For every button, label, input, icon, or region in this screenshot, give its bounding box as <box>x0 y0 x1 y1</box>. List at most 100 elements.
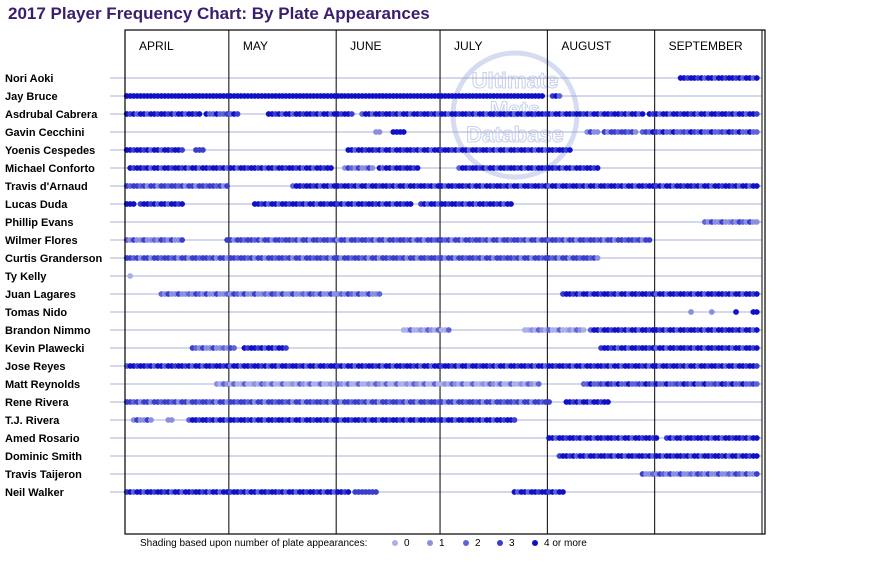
appearance-dot <box>546 399 552 405</box>
appearance-dot <box>753 291 760 297</box>
appearance-dot <box>376 129 383 135</box>
month-label: JULY <box>454 39 482 53</box>
appearance-dot <box>231 345 237 351</box>
player-name: Travis d'Arnaud <box>5 181 88 193</box>
appearance-dot <box>708 309 715 315</box>
appearance-dot <box>632 129 639 135</box>
month-label: JUNE <box>350 39 381 53</box>
appearance-dot <box>369 165 376 171</box>
appearance-dot <box>199 147 206 153</box>
legend-swatch <box>392 540 398 546</box>
player-name: Juan Lagares <box>5 289 76 301</box>
appearance-dot <box>148 417 154 423</box>
appearance-dot <box>753 129 760 135</box>
player-name: Asdrubal Cabrera <box>5 109 98 121</box>
month-label: APRIL <box>139 39 174 53</box>
watermark-text: Ultimate <box>472 68 559 93</box>
player-name: Lucas Duda <box>5 199 68 211</box>
player-name: Yoenis Cespedes <box>5 145 95 157</box>
appearance-dot <box>639 111 646 117</box>
appearance-dot <box>688 309 694 315</box>
month-label: SEPTEMBER <box>669 39 743 53</box>
player-name: Phillip Evans <box>5 217 73 229</box>
legend-label: 1 <box>439 538 445 549</box>
chart-title: 2017 Player Frequency Chart: By Plate Ap… <box>8 4 430 23</box>
appearance-dot <box>580 327 587 333</box>
player-name: Michael Conforto <box>5 163 95 175</box>
appearance-dot <box>753 111 760 117</box>
month-label: MAY <box>243 39 268 53</box>
player-name: Dominic Smith <box>5 451 82 463</box>
player-name: Rene Rivera <box>5 397 69 409</box>
appearance-dot <box>373 489 379 495</box>
appearance-dot <box>605 399 611 405</box>
appearance-dot <box>283 345 289 351</box>
appearance-dot <box>196 111 203 117</box>
appearance-dot <box>224 183 231 189</box>
appearance-dot <box>753 327 760 333</box>
appearance-dot <box>566 147 573 153</box>
player-name: Jose Reyes <box>5 361 66 373</box>
appearance-dot <box>508 201 514 207</box>
appearance-dot <box>511 417 518 423</box>
appearance-dot <box>753 309 760 315</box>
appearance-dot <box>653 435 660 441</box>
player-name: Amed Rosario <box>5 433 80 445</box>
player-name: Gavin Cecchini <box>5 127 84 139</box>
player-name: T.J. Rivera <box>5 415 60 427</box>
watermark-text: Database <box>466 122 564 147</box>
legend-label: 4 or more <box>544 538 587 549</box>
player-name: Matt Reynolds <box>5 379 80 391</box>
legend-caption: Shading based upon number of plate appea… <box>140 538 367 549</box>
player-name: Kevin Plawecki <box>5 343 85 355</box>
appearance-dot <box>179 237 186 243</box>
appearance-dot <box>328 165 334 171</box>
appearance-dot <box>753 219 760 225</box>
appearance-dot <box>445 327 452 333</box>
legend-swatch <box>497 540 503 546</box>
appearance-dot <box>594 129 601 135</box>
appearance-dot <box>560 489 566 495</box>
legend-swatch <box>427 540 433 546</box>
appearance-dot <box>400 129 407 135</box>
watermark-text: Mets <box>490 97 540 122</box>
player-name: Nori Aoki <box>5 73 54 85</box>
appearance-dot <box>348 111 355 117</box>
player-row-lines <box>110 77 762 493</box>
player-name: Tomas Nido <box>5 307 67 319</box>
appearance-dot <box>539 93 546 99</box>
player-name: Travis Taijeron <box>5 469 82 481</box>
player-name: Ty Kelly <box>5 271 47 283</box>
appearance-dot <box>753 381 760 387</box>
player-name: Brandon Nimmo <box>5 325 91 337</box>
appearance-dot <box>753 75 760 81</box>
appearance-dot <box>179 201 186 207</box>
appearance-dot <box>753 345 760 351</box>
appearance-dot <box>127 273 134 279</box>
appearance-dot <box>345 489 352 495</box>
appearance-dot <box>179 147 186 153</box>
appearance-dots <box>123 75 760 495</box>
appearance-dot <box>646 237 653 243</box>
appearance-dot <box>594 255 601 261</box>
month-label: AUGUST <box>561 39 612 53</box>
legend-label: 2 <box>475 538 481 549</box>
appearance-dot <box>414 165 421 171</box>
player-name: Wilmer Flores <box>5 235 78 247</box>
legend: Shading based upon number of plate appea… <box>140 538 587 549</box>
appearance-dot <box>753 183 760 189</box>
appearance-dot <box>753 363 760 369</box>
appearance-dot <box>753 471 760 477</box>
player-name: Neil Walker <box>5 487 65 499</box>
player-name: Curtis Granderson <box>5 253 102 265</box>
appearance-dot <box>594 165 601 171</box>
appearance-dot <box>376 291 383 297</box>
appearance-dot <box>130 201 137 207</box>
appearance-dot <box>234 111 241 117</box>
appearance-dot <box>407 201 414 207</box>
legend-swatch <box>463 540 469 546</box>
month-labels: APRIL MAY JUNE JULY AUGUST SEPTEMBER <box>139 39 743 53</box>
appearance-dot <box>556 93 563 99</box>
appearance-dot <box>753 435 760 441</box>
